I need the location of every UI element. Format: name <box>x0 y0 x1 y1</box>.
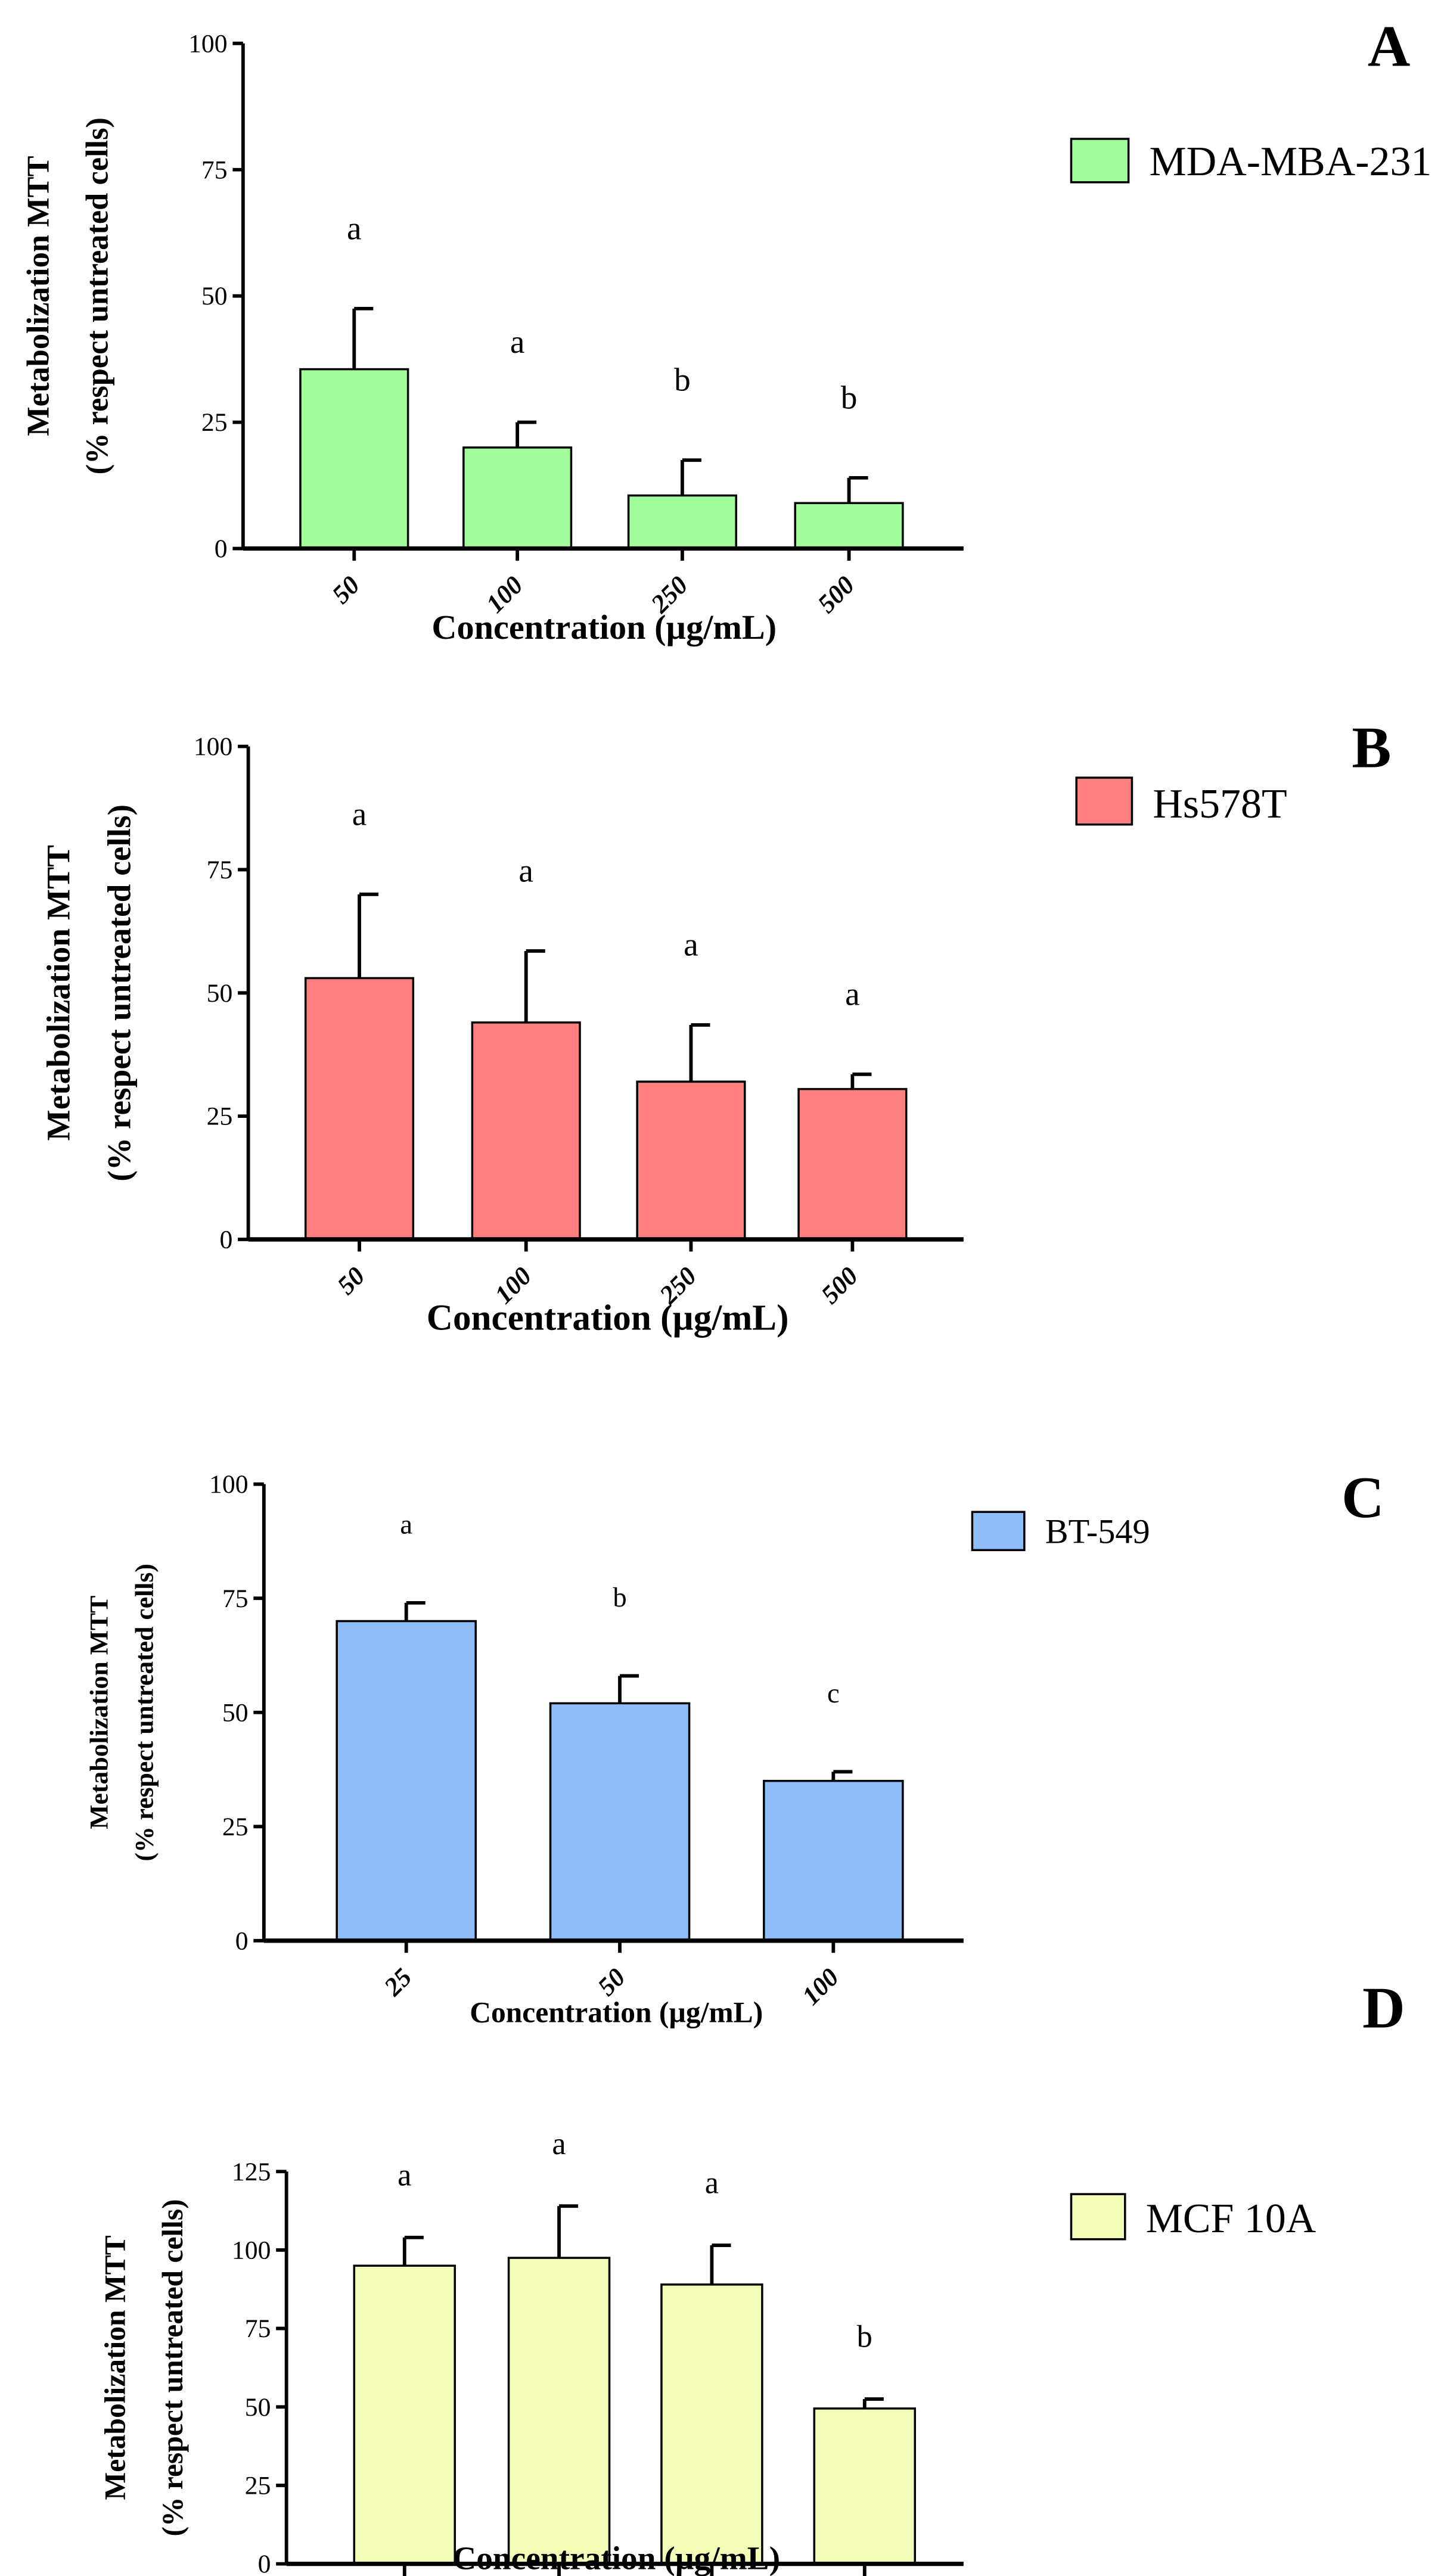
bar <box>336 1620 477 1942</box>
panel-letter: C <box>1341 1465 1384 1530</box>
x-tick-label: 500 <box>816 1261 864 1309</box>
bar <box>471 1021 581 1241</box>
bar <box>636 1080 746 1241</box>
panel-letter: B <box>1352 716 1391 781</box>
y-axis-title: (% respect untreated cells) <box>156 2199 189 2536</box>
x-tick-label: 50 <box>327 571 365 610</box>
x-tick-label: 500 <box>812 571 860 619</box>
bar <box>507 2257 611 2565</box>
x-axis-title: Concentration (µg/mL) <box>452 2540 780 2576</box>
significance-letter: c <box>827 1678 840 1709</box>
significance-letter: a <box>705 2166 719 2201</box>
y-tick-label: 25 <box>222 1813 249 1841</box>
bar <box>549 1702 691 1942</box>
panel-a: a50a100b250b5000255075100Metabolization … <box>21 14 1432 647</box>
x-axis-title: Concentration (µg/mL) <box>470 1996 763 2029</box>
significance-letter: a <box>552 2127 566 2161</box>
y-tick-label: 25 <box>201 408 228 437</box>
legend-label: Hs578T <box>1153 781 1287 827</box>
y-tick-label: 125 <box>232 2158 271 2186</box>
legend-label: MDA-MBA-231 <box>1150 139 1432 185</box>
bar <box>304 977 415 1241</box>
y-tick-label: 75 <box>222 1584 249 1613</box>
y-tick-label: 25 <box>207 1102 233 1131</box>
y-axis-title: (% respect untreated cells) <box>130 1564 159 1861</box>
panel-letter: D <box>1362 1975 1405 2040</box>
y-tick-label: 0 <box>215 535 228 563</box>
panel-letter: A <box>1368 14 1411 79</box>
y-tick-label: 50 <box>201 282 228 310</box>
legend-swatch <box>1070 138 1130 184</box>
bar <box>353 2264 456 2565</box>
bar <box>763 1779 904 1942</box>
significance-letter: b <box>857 2320 872 2354</box>
significance-letter: a <box>397 2158 411 2192</box>
y-tick-label: 0 <box>235 1926 249 1955</box>
legend-label: BT-549 <box>1045 1512 1150 1551</box>
y-tick-label: 50 <box>222 1698 249 1727</box>
significance-letter: b <box>841 379 858 415</box>
significance-letter: a <box>684 927 698 963</box>
x-tick-label: 50 <box>332 1261 371 1300</box>
significance-letter: b <box>613 1582 626 1613</box>
y-axis-title: Metabolization MTT <box>99 2235 132 2500</box>
significance-letter: b <box>674 362 691 398</box>
y-tick-label: 100 <box>188 29 228 58</box>
bar <box>813 2407 917 2565</box>
significance-letter: a <box>352 796 367 832</box>
bar <box>794 502 904 550</box>
y-tick-label: 75 <box>201 156 228 184</box>
x-tick-label: 25 <box>378 1963 418 2002</box>
legend-label: MCF 10A <box>1146 2196 1316 2242</box>
legend-swatch <box>1075 776 1133 826</box>
legend-swatch <box>971 1511 1026 1552</box>
y-axis-title: (% respect untreated cells) <box>80 117 115 474</box>
y-tick-label: 100 <box>194 732 233 761</box>
y-tick-label: 0 <box>258 2550 271 2576</box>
x-axis-title: Concentration (µg/mL) <box>427 1297 789 1338</box>
y-tick-label: 25 <box>245 2472 271 2500</box>
x-tick-label: 100 <box>797 1963 844 2011</box>
bar <box>660 2283 763 2565</box>
bar <box>299 368 409 550</box>
legend-swatch <box>1070 2193 1126 2241</box>
panel-d: a50a100a250b5000255075100125Metabolizati… <box>99 1975 1405 2576</box>
y-axis-title: Metabolization MTT <box>41 845 77 1141</box>
y-tick-label: 75 <box>245 2314 271 2343</box>
bar <box>462 446 573 550</box>
y-tick-label: 75 <box>207 856 233 884</box>
significance-letter: a <box>347 210 362 246</box>
y-axis-title: Metabolization MTT <box>85 1596 114 1829</box>
y-tick-label: 50 <box>207 979 233 1008</box>
y-tick-label: 50 <box>245 2393 271 2422</box>
y-axis-title: (% respect untreated cells) <box>101 804 137 1182</box>
panel-b: a50a100a250a5000255075100Metabolization … <box>41 716 1392 1338</box>
y-tick-label: 0 <box>220 1226 233 1254</box>
y-tick-label: 100 <box>209 1470 249 1499</box>
significance-letter: a <box>510 324 525 360</box>
bar <box>797 1087 908 1241</box>
y-axis-title: Metabolization MTT <box>21 156 56 436</box>
x-axis-title: Concentration (µg/mL) <box>431 608 777 647</box>
bar <box>627 494 737 550</box>
y-tick-label: 100 <box>232 2236 271 2264</box>
significance-letter: a <box>845 975 860 1012</box>
significance-letter: a <box>518 852 533 888</box>
significance-letter: a <box>400 1509 412 1540</box>
